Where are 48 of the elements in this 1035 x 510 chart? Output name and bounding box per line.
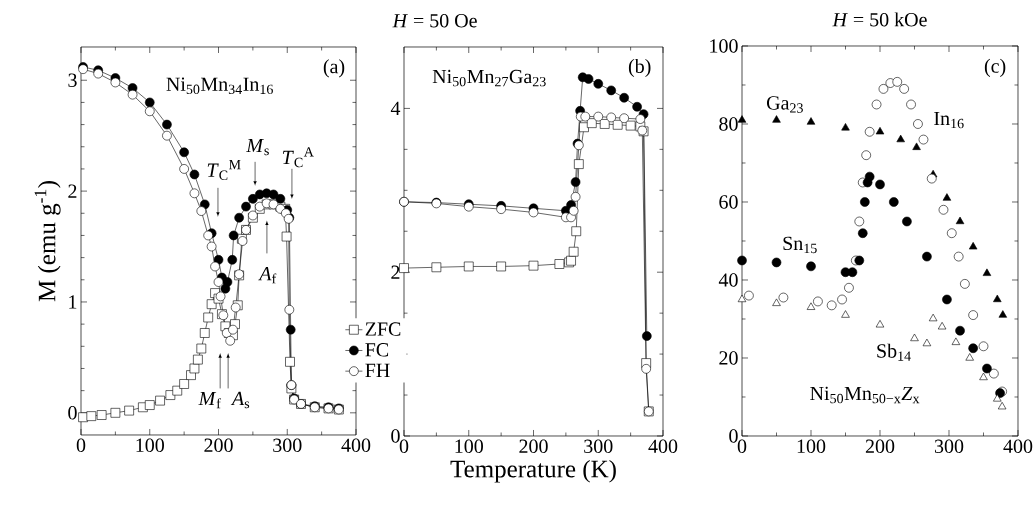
- y-tick-label: 0: [729, 429, 738, 443]
- legend-label: FH: [365, 363, 390, 377]
- legend-label: ZFC: [365, 322, 401, 336]
- y-tick-label: 2: [68, 184, 77, 198]
- x-tick-label: 100: [797, 439, 826, 454]
- x-tick-label: 100: [455, 439, 483, 454]
- legend-label: Sn$_{15}$: [783, 236, 817, 254]
- chart-title: H = 50 kOe: [832, 12, 927, 27]
- annotation: Ni$_{50}$Mn$_{50−x}$Z$_{x}$: [810, 386, 920, 404]
- y-tick-label: 0: [391, 429, 400, 443]
- annotation: (c): [984, 58, 1006, 77]
- annotation: A$_{s}$: [230, 391, 250, 409]
- annotation: M$_{s}$: [246, 138, 269, 156]
- y-tick-label: 80: [719, 117, 738, 131]
- x-tick-label: 200: [865, 439, 895, 454]
- series-label: In$_{16}$: [934, 111, 964, 129]
- annotation: (a): [323, 59, 345, 78]
- x-tick-label: 300: [584, 439, 613, 454]
- x-tick-label: 100: [136, 438, 164, 453]
- x-axis-title: Temperature (K): [450, 459, 616, 483]
- y-tick-label: 60: [719, 195, 738, 209]
- y-tick-label: 1: [69, 295, 77, 309]
- annotation: (b): [628, 58, 651, 78]
- annotation: A$_{f}$: [258, 266, 277, 284]
- y-tick-label: 2: [391, 265, 400, 279]
- x-tick-label: 300: [934, 439, 964, 454]
- y-tick-label: 40: [718, 273, 738, 287]
- x-tick-label: 400: [341, 438, 371, 453]
- y-tick-label: 4: [390, 101, 401, 115]
- annotation: T$_{C}$A: [282, 147, 314, 168]
- chart-title: H = 50 Oe: [392, 13, 477, 28]
- y-tick-label: 20: [719, 351, 738, 365]
- y-tick-label: 3: [68, 73, 77, 87]
- y-tick-label: 0: [68, 406, 77, 420]
- y-tick-label: 100: [710, 39, 738, 53]
- x-tick-label: 400: [1003, 439, 1033, 454]
- series-label: Sb$_{14}$: [877, 343, 911, 361]
- x-tick-label: 400: [648, 439, 678, 454]
- annotation: T$_{C}$M: [207, 160, 241, 180]
- series-label: Ga$_{23}$: [766, 96, 803, 113]
- x-tick-label: 300: [273, 438, 302, 453]
- x-tick-label: 200: [519, 439, 548, 454]
- annotation: Ni$_{50}$Mn$_{27}$Ga$_{23}$: [432, 69, 546, 87]
- x-tick-label: 200: [204, 438, 233, 453]
- annotation: M$_{f}$: [198, 391, 221, 409]
- annotation: Ni$_{50}$Mn$_{34}$In$_{16}$: [166, 77, 273, 95]
- y-axis-title: M (emu g$^{-1}$): [34, 181, 61, 302]
- legend-label: FC: [365, 343, 389, 357]
